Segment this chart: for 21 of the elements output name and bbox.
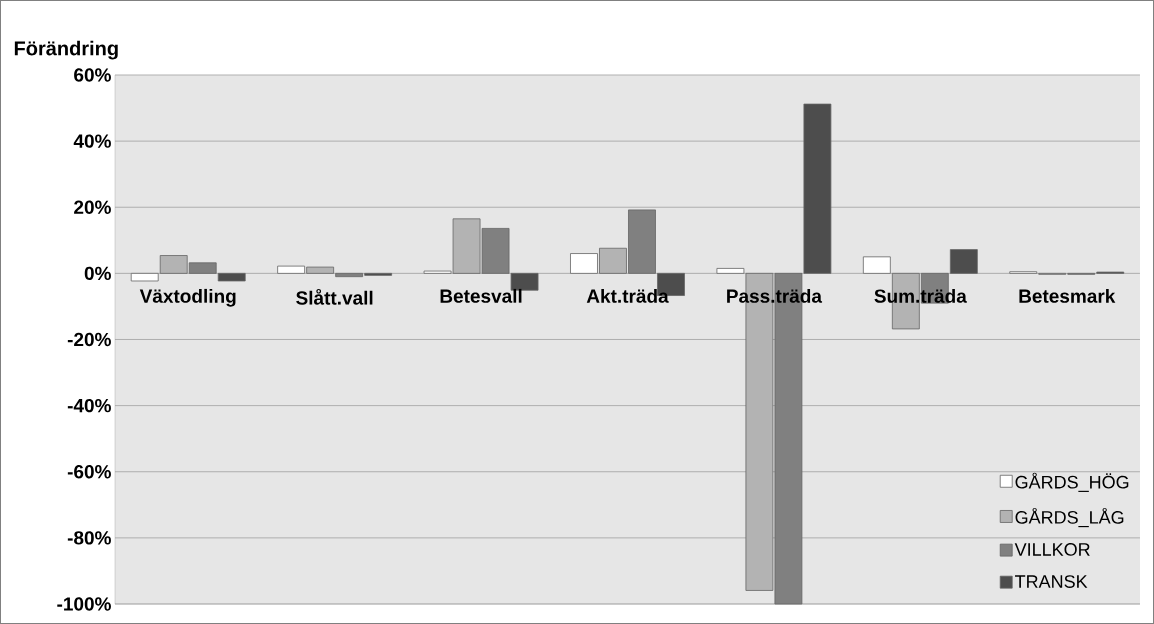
legend-label: TRANSK (1015, 575, 1088, 588)
y-tick-label: -80% (67, 531, 111, 545)
legend-label: GÅRDS_LÅG (1015, 507, 1124, 528)
x-tick-label: Slått.vall (296, 288, 373, 305)
y-tick-label: 0% (84, 266, 111, 281)
legend-label: VILLKOR (1014, 543, 1090, 556)
x-tick-label: Pass.träda (727, 288, 823, 303)
chart-title: Förändring (14, 40, 118, 60)
x-tick-label: Sum.träda (874, 288, 967, 303)
x-tick-label: Växtodling (139, 288, 236, 307)
x-tick-label: Akt.träda (586, 288, 669, 303)
y-tick-label: -40% (67, 398, 111, 413)
y-tick-label: -100% (57, 597, 111, 611)
y-tick-label: -60% (67, 465, 111, 479)
legend-label: GÅRDS_HÖG (1015, 472, 1129, 492)
y-tick-label: 20% (74, 200, 111, 214)
y-tick-label: -20% (67, 332, 111, 347)
x-tick-label: Betesmark (1019, 288, 1116, 303)
y-tick-label: 40% (73, 134, 111, 148)
y-tick-label: 60% (74, 68, 111, 82)
x-tick-label: Betesvall (440, 288, 522, 303)
